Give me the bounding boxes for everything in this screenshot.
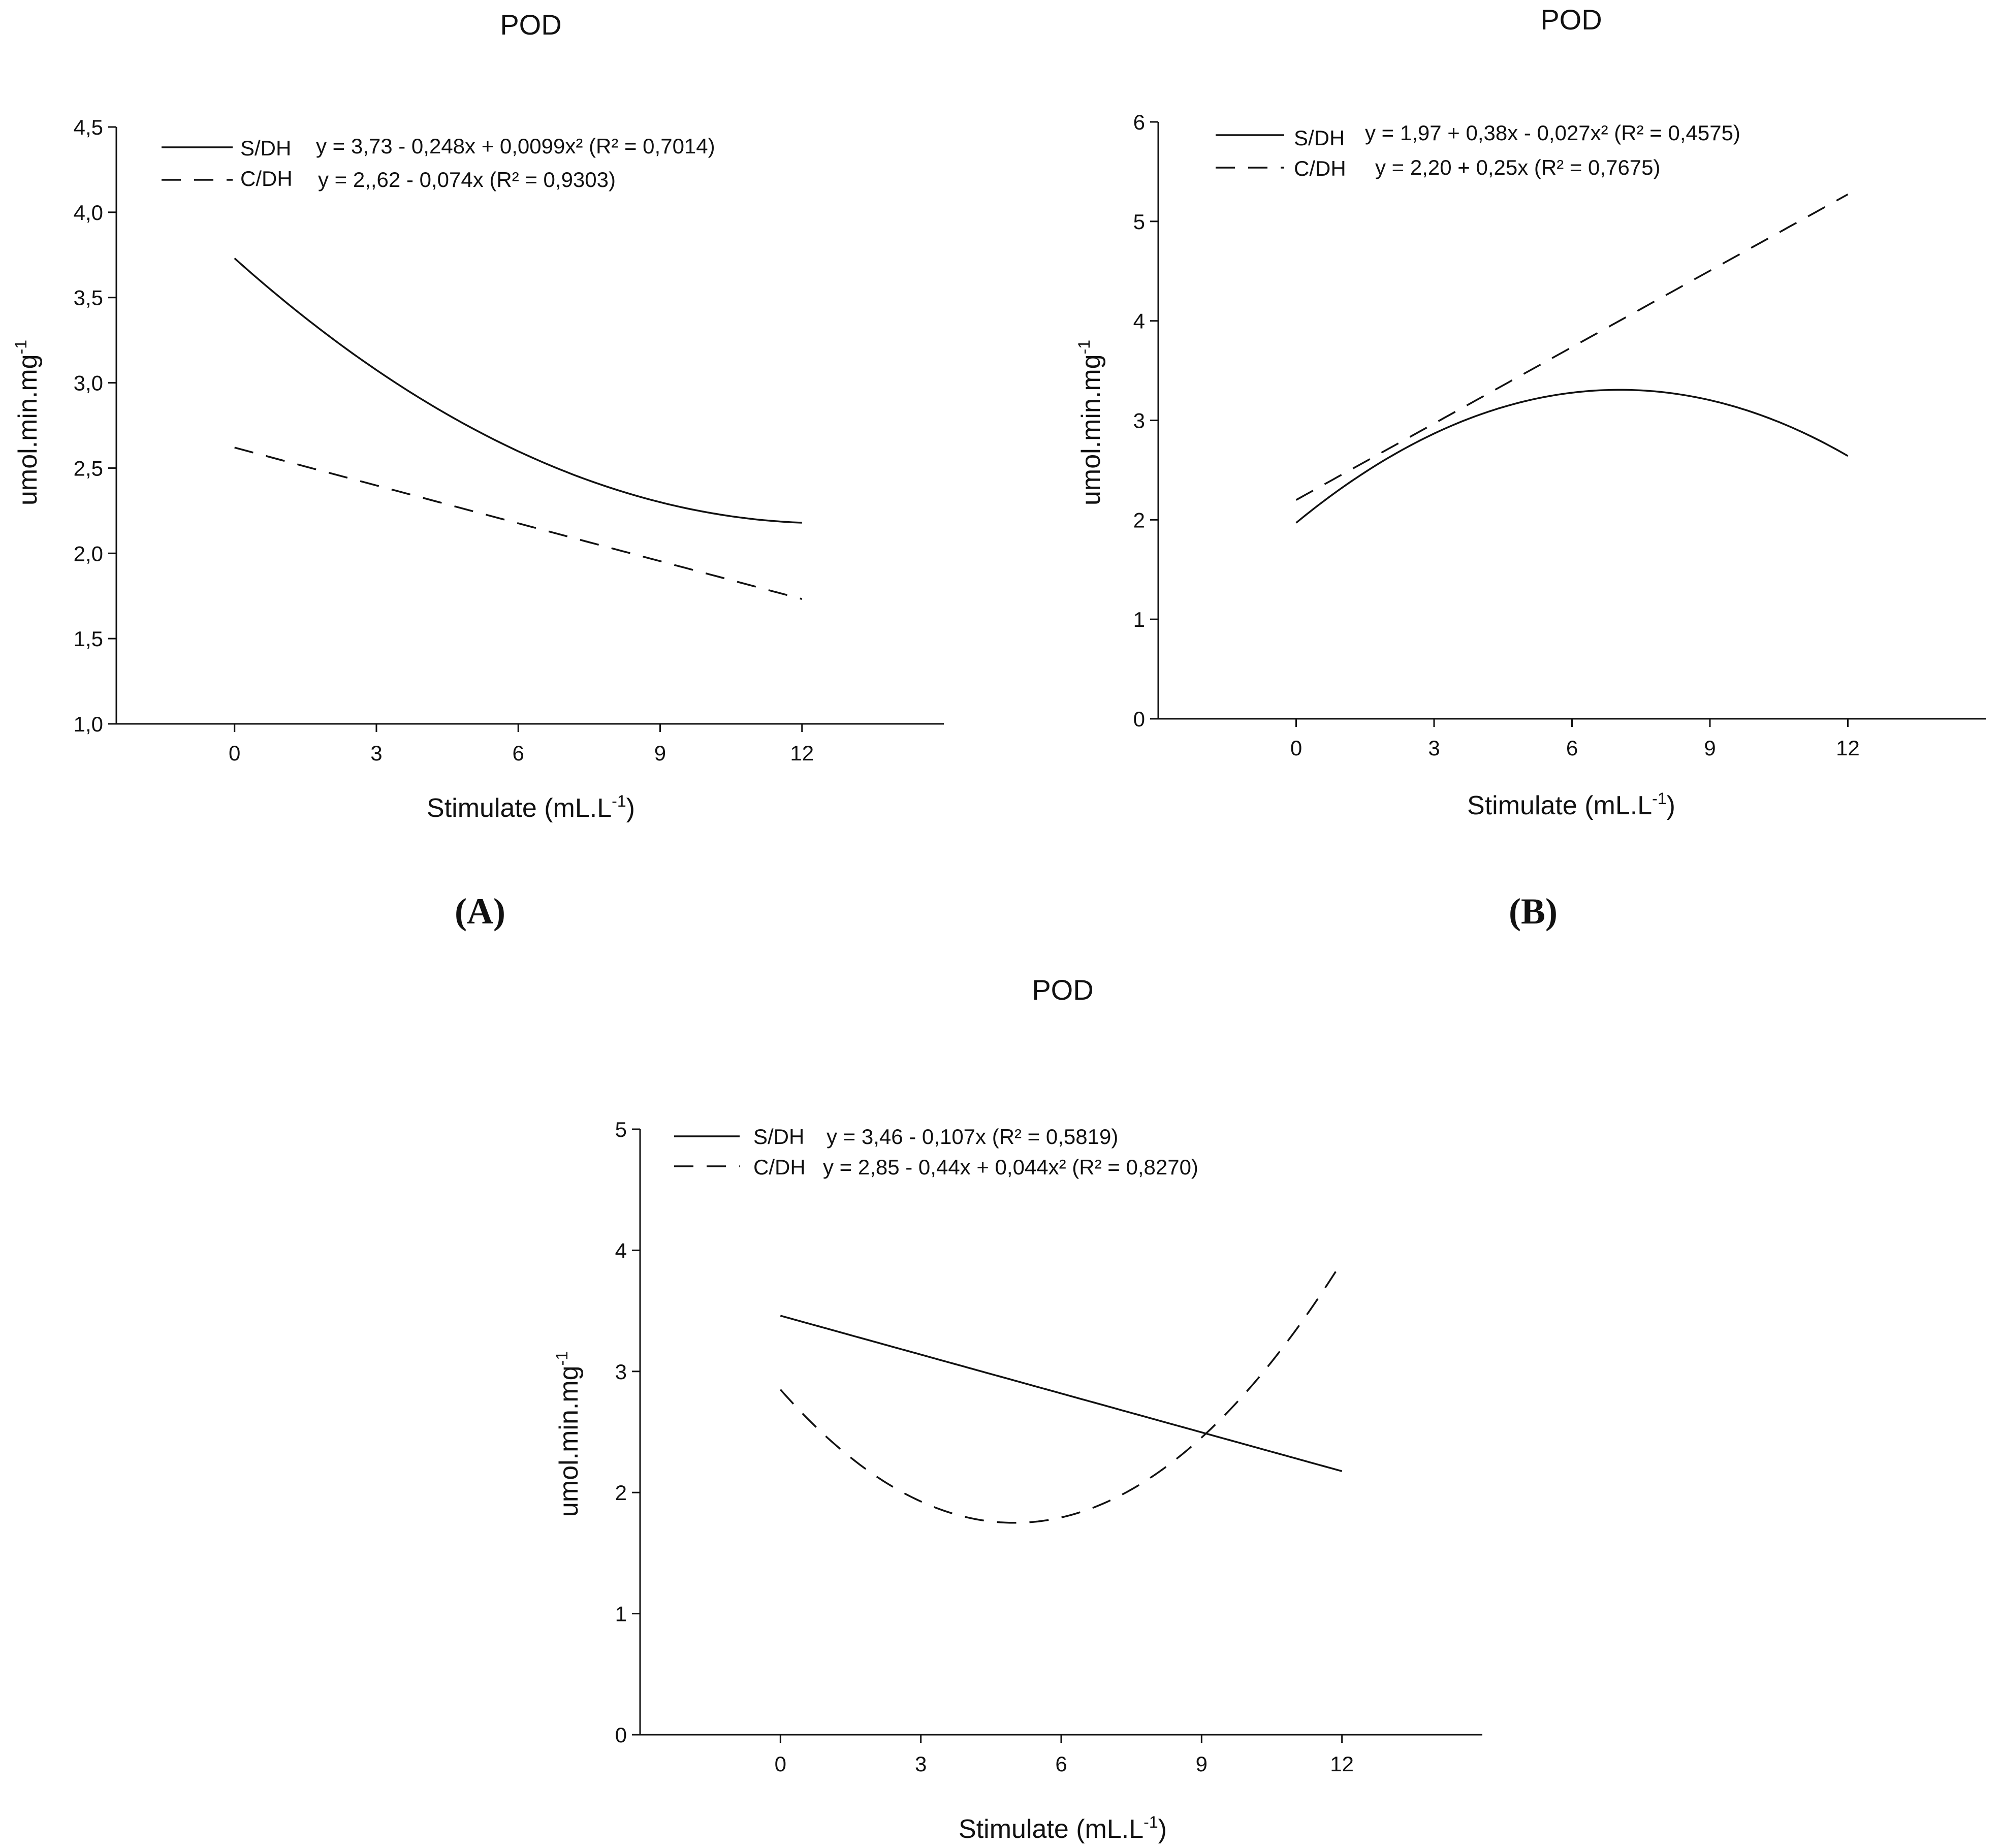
chart-b-y-tick-label: 6 <box>1133 110 1145 134</box>
chart-b-series-c-dh-line <box>1295 194 1849 501</box>
chart-c-x-tick-label: 6 <box>1055 1752 1067 1776</box>
chart-c-x-tick-label: 12 <box>1330 1752 1354 1776</box>
chart-c-series-c-dh-line <box>779 1261 1343 1524</box>
chart-a-x-tick-label: 9 <box>654 741 666 765</box>
chart-c-y-tick-label: 1 <box>615 1602 627 1626</box>
chart-c-series-s-dh-line <box>780 1315 1343 1472</box>
chart-c-x-tick-label: 3 <box>915 1752 927 1776</box>
chart-b-y-tick-label: 1 <box>1133 608 1145 631</box>
chart-a-x-tick-label: 0 <box>229 741 240 765</box>
chart-b-y-tick-label: 3 <box>1133 409 1145 433</box>
chart-b-y-axis-title: umol.min.mg-1 <box>1075 340 1106 505</box>
chart-a-y-tick-label: 2,5 <box>74 456 103 480</box>
chart-c-x-axis-title: Stimulate (mL.L-1) <box>959 1813 1167 1844</box>
chart-a-plot-area: 1,0 1,5 2,0 2,5 3,0 3,5 4,0 4,5 0 3 6 9 12 <box>74 115 944 765</box>
chart-a-x-tick-label: 6 <box>513 741 524 765</box>
chart-a-y-tick-label: 1,5 <box>74 627 103 651</box>
chart-b-panel-label: (B) <box>1509 891 1558 932</box>
chart-c-x-tick-label: 9 <box>1196 1752 1208 1776</box>
chart-b-legend-label-s-dh: S/DH <box>1294 126 1345 150</box>
chart-panel-a: POD 1,0 1,5 2,0 2,5 3,0 3,5 4,0 4,5 0 3 6 9 12 Stimu… <box>12 9 944 932</box>
chart-c-y-tick-label: 3 <box>615 1360 627 1384</box>
chart-c-legend-label-s-dh: S/DH <box>753 1125 804 1149</box>
chart-a-y-axis-title: umol.min.mg-1 <box>12 340 43 505</box>
chart-b-legend-equation-c-dh: y = 2,20 + 0,25x (R² = 0,7675) <box>1375 155 1661 179</box>
chart-c-y-tick-label: 4 <box>615 1238 627 1262</box>
chart-b-series-s-dh-line <box>1295 389 1849 524</box>
chart-a-y-tick-label: 3,5 <box>74 286 103 310</box>
chart-a-x-tick-label: 3 <box>370 741 382 765</box>
chart-a-title: POD <box>500 9 561 41</box>
chart-a-legend: S/DH y = 3,73 - 0,248x + 0,0099x² (R² = … <box>162 134 715 192</box>
chart-b-x-tick-label: 3 <box>1428 736 1440 760</box>
chart-a-y-tick-label: 4,5 <box>74 115 103 139</box>
chart-b-legend-equation-s-dh: y = 1,97 + 0,38x - 0,027x² (R² = 0,4575) <box>1365 121 1740 145</box>
chart-b-y-tick-label: 0 <box>1133 707 1145 731</box>
chart-b-y-tick-label: 4 <box>1133 309 1145 333</box>
chart-c-title: POD <box>1032 974 1093 1006</box>
chart-c-legend-equation-s-dh: y = 3,46 - 0,107x (R² = 0,5819) <box>827 1125 1118 1149</box>
chart-c-y-axis-title: umol.min.mg-1 <box>553 1351 584 1517</box>
chart-a-x-axis-title: Stimulate (mL.L-1) <box>427 792 635 823</box>
chart-b-y-tick-label: 5 <box>1133 210 1145 234</box>
chart-c-y-tick-label: 5 <box>615 1118 627 1141</box>
chart-c-legend: S/DH y = 3,46 - 0,107x (R² = 0,5819) C/D… <box>674 1125 1198 1179</box>
chart-b-legend-label-c-dh: C/DH <box>1294 156 1346 180</box>
chart-c-legend-label-c-dh: C/DH <box>753 1155 806 1179</box>
chart-a-legend-label-c-dh: C/DH <box>240 167 293 190</box>
chart-b-x-axis-title: Stimulate (mL.L-1) <box>1467 789 1675 820</box>
chart-a-legend-label-s-dh: S/DH <box>240 136 291 160</box>
chart-c-x-tick-label: 0 <box>775 1752 786 1776</box>
chart-b-x-tick-label: 9 <box>1704 736 1716 760</box>
chart-a-x-tick-label: 12 <box>790 741 814 765</box>
chart-a-y-tick-label: 1,0 <box>74 712 103 736</box>
chart-a-y-tick-label: 3,0 <box>74 371 103 395</box>
chart-a-y-tick-label: 4,0 <box>74 201 103 225</box>
chart-b-legend: S/DH y = 1,97 + 0,38x - 0,027x² (R² = 0,… <box>1216 121 1740 180</box>
chart-b-title: POD <box>1540 4 1602 36</box>
chart-a-series-s-dh-line <box>234 258 802 524</box>
chart-b-y-tick-label: 2 <box>1133 508 1145 532</box>
chart-a-legend-equation-c-dh: y = 2,,62 - 0,074x (R² = 0,9303) <box>318 168 616 192</box>
chart-a-legend-equation-s-dh: y = 3,73 - 0,248x + 0,0099x² (R² = 0,701… <box>316 134 715 158</box>
chart-b-x-tick-label: 6 <box>1566 736 1578 760</box>
chart-c-y-tick-label: 2 <box>615 1481 627 1505</box>
chart-b-x-tick-label: 0 <box>1290 736 1302 760</box>
chart-a-y-tick-label: 2,0 <box>74 541 103 565</box>
chart-a-series-c-dh-line <box>234 447 803 600</box>
chart-a-panel-label: (A) <box>455 891 505 932</box>
chart-c-y-tick-label: 0 <box>615 1723 627 1747</box>
chart-c-legend-equation-c-dh: y = 2,85 - 0,44x + 0,044x² (R² = 0,8270) <box>823 1155 1198 1179</box>
chart-b-x-tick-label: 12 <box>1836 736 1860 760</box>
